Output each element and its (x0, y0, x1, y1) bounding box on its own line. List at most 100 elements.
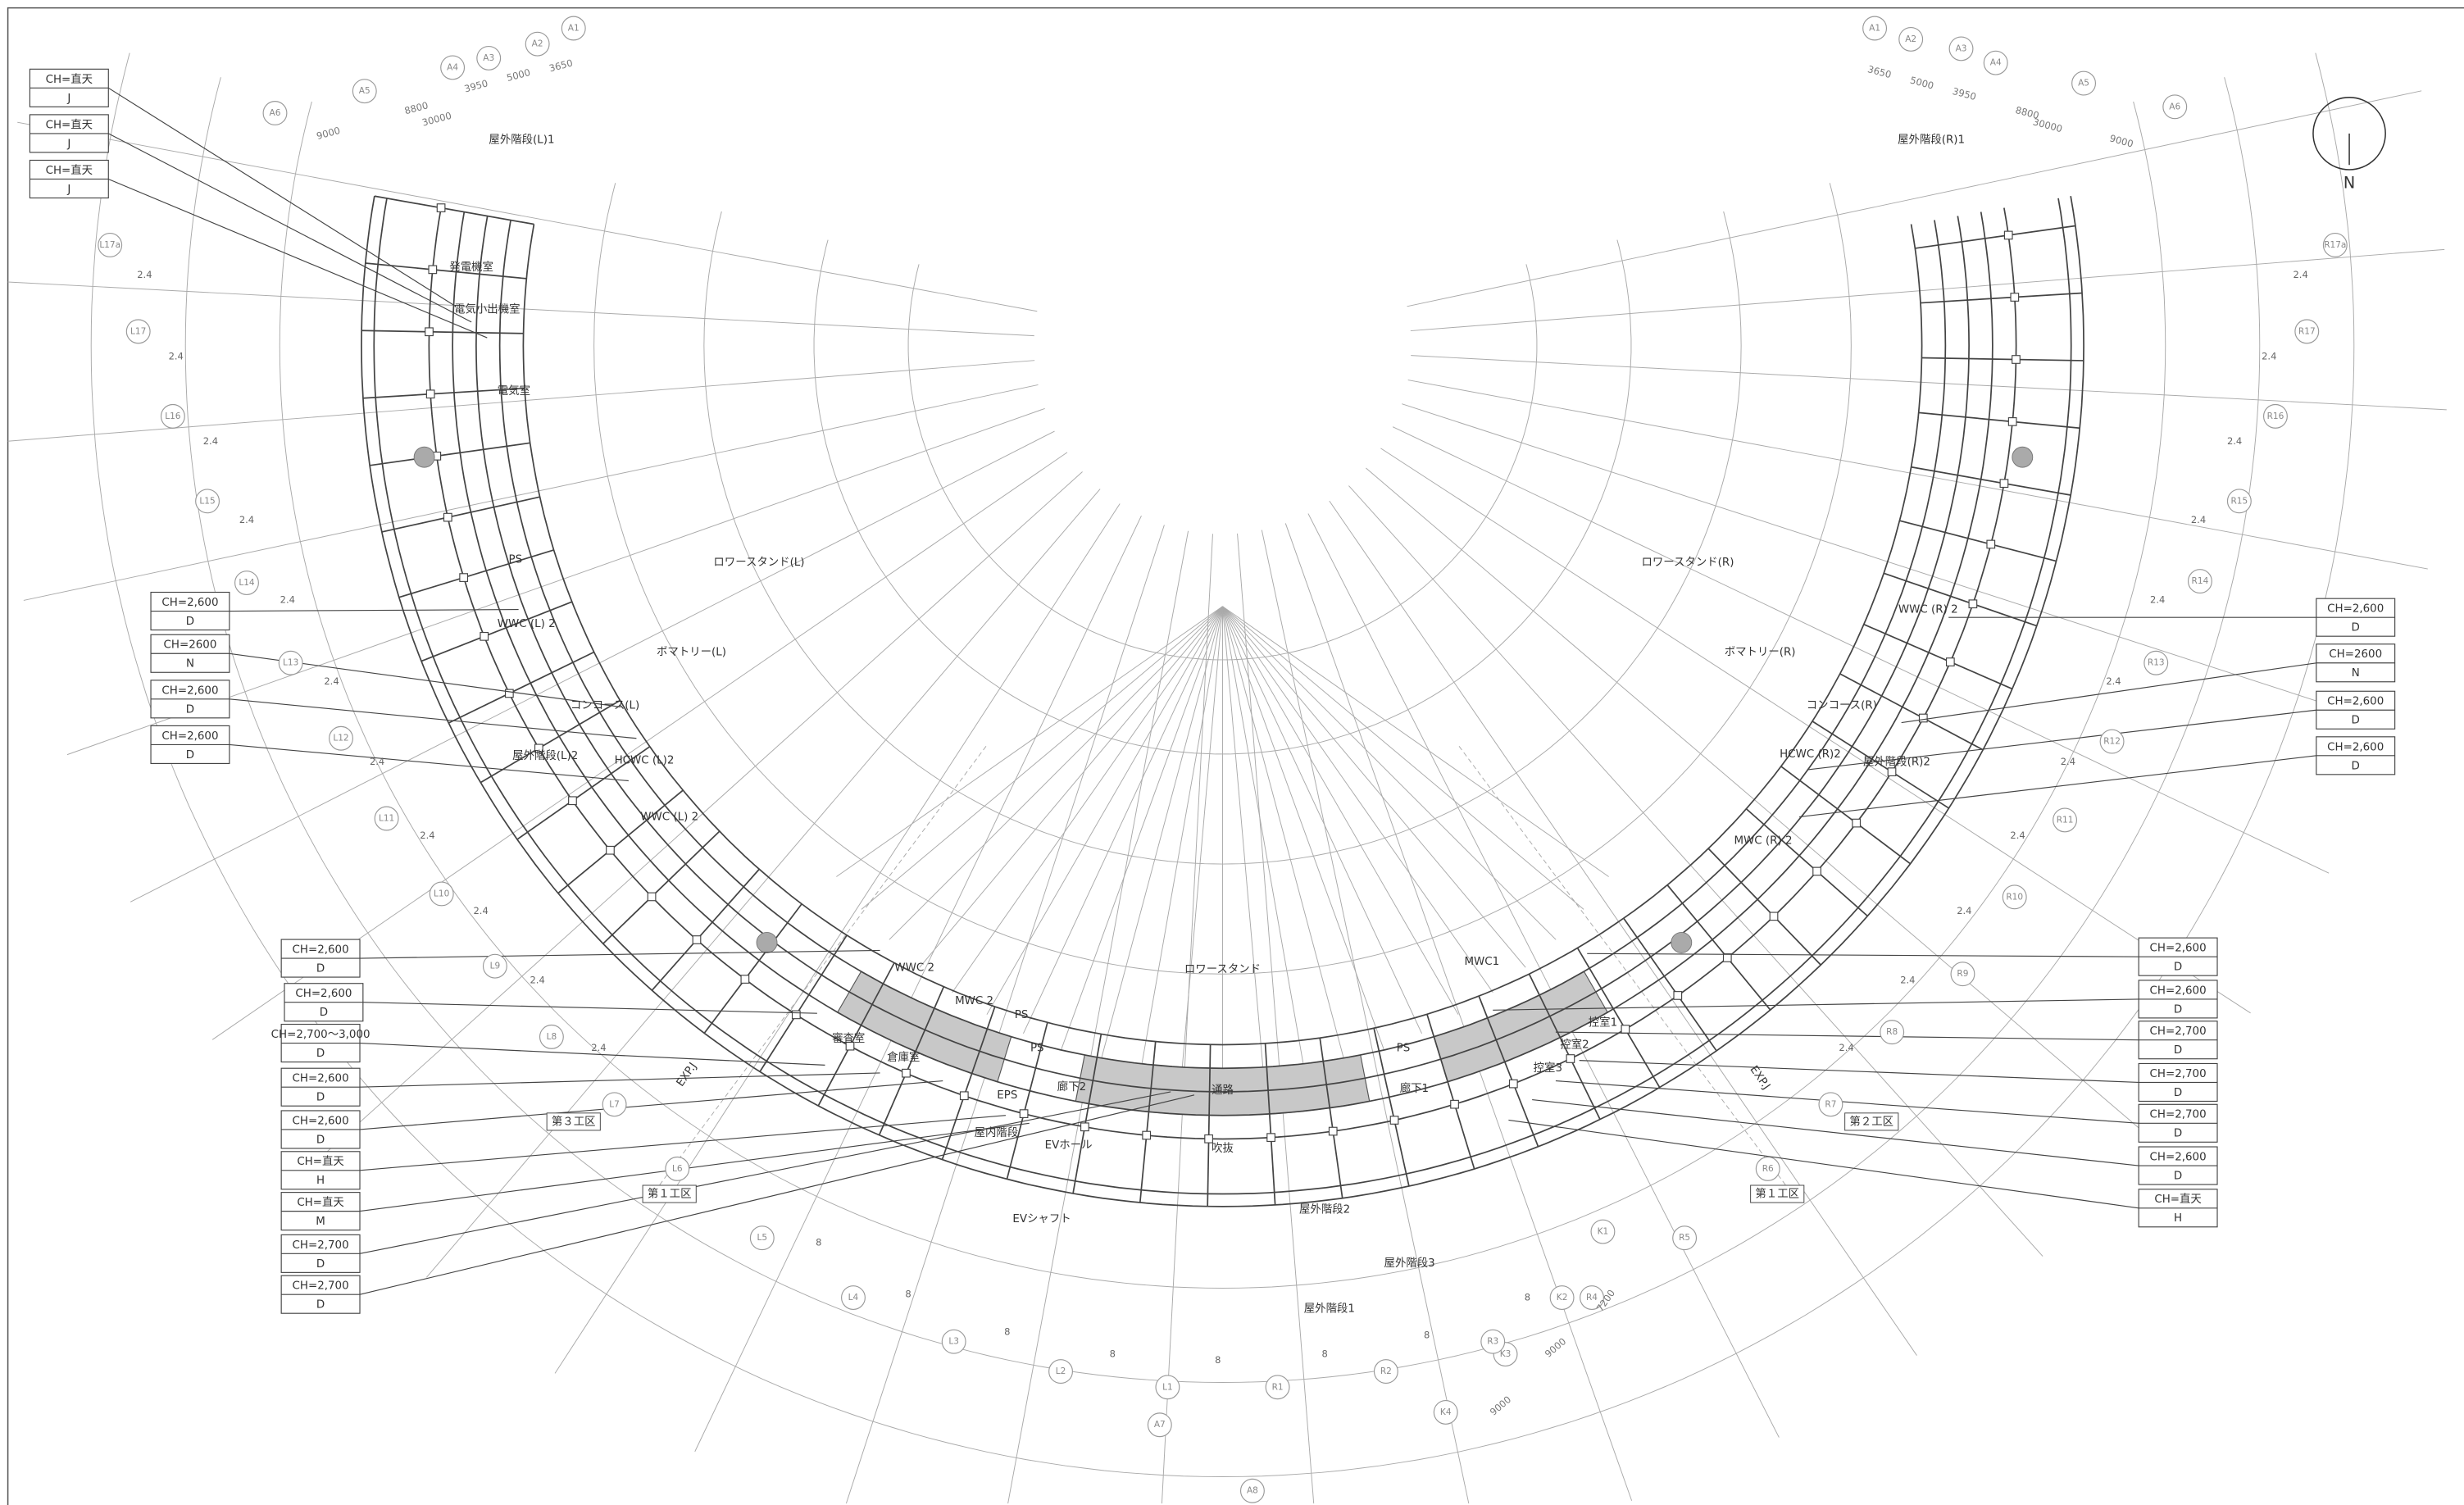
grid-label: R11 (2057, 815, 2074, 825)
grid-bubble (561, 16, 586, 41)
cross-wall (1264, 1043, 1276, 1205)
grid-bubble (329, 725, 353, 751)
grid-bubble (1580, 1285, 1604, 1310)
spacing-label: 2.4 (2150, 594, 2165, 606)
spacing-label: 2.4 (324, 675, 339, 687)
fan-line (1222, 606, 1584, 910)
radial-grid-line (1407, 90, 2422, 307)
cross-wall (1576, 948, 1661, 1088)
cross-wall (1478, 995, 1539, 1148)
room-label: HCWC (L)2 (615, 755, 675, 767)
column (1389, 1116, 1399, 1125)
spacing-label: 2.4 (203, 435, 218, 447)
grid-label: A6 (270, 108, 281, 118)
grid-label: R7 (1825, 1099, 1836, 1109)
grid-label: R8 (1886, 1027, 1898, 1037)
room-label: ボマトリー(R) (1725, 645, 1796, 658)
cross-wall (759, 934, 848, 1072)
leader-line (229, 698, 637, 739)
room-label: 屋外階段(L)1 (489, 134, 554, 147)
grid-label: A7 (1154, 1420, 1166, 1430)
grid-label: L15 (199, 496, 215, 506)
leader-line (108, 178, 488, 339)
grid-bubble (1755, 1156, 1780, 1181)
callout-ceiling: CH=直天 (46, 73, 93, 86)
room-label: 倉庫室 (887, 1050, 920, 1064)
spacing-label: 2.4 (2227, 435, 2242, 447)
grid-bubble (352, 79, 377, 104)
spacing-label: 2.4 (591, 1042, 606, 1053)
callout-code: H (2174, 1212, 2182, 1225)
cross-wall (703, 903, 802, 1034)
callout-ceiling: CH=2,600 (293, 1073, 349, 1085)
grid-bubble (2053, 807, 2078, 833)
grid-label: L4 (848, 1293, 859, 1303)
callout-ceiling: CH=2,700 (2150, 1068, 2207, 1080)
grid-bubble (278, 650, 303, 675)
spacing-label: 8 (1321, 1348, 1327, 1360)
zone-box (1844, 1112, 1899, 1131)
leader-line (107, 87, 457, 307)
grid-label: L1 (1162, 1382, 1173, 1392)
room-label: 屋外階段(R)1 (1898, 134, 1965, 147)
column (1999, 479, 2009, 489)
room-label: HCWC (R)2 (1780, 748, 1841, 761)
wall-line (373, 198, 2072, 1195)
callout-ceiling: CH=2,700～3,000 (271, 1029, 371, 1041)
grid-bubble (2187, 569, 2212, 594)
cross-wall (1373, 1028, 1410, 1187)
grid-label: R3 (1487, 1337, 1498, 1347)
zone-box (642, 1184, 697, 1203)
grid-label: A3 (483, 53, 494, 63)
cross-wall (1745, 808, 1868, 917)
cross-wall (1920, 292, 2083, 304)
radial-grid-line (845, 525, 1165, 1504)
callout-ceiling: CH=2,600 (2327, 696, 2384, 708)
grid-bubble (602, 1092, 627, 1117)
fan-line (1180, 606, 1223, 1076)
callout-code: D (2174, 1044, 2182, 1057)
grid-bubble (1239, 1478, 1265, 1503)
room-label: WWC 2 (894, 962, 934, 975)
grid-bubble (2071, 70, 2097, 96)
callout-code: J (66, 93, 70, 105)
callout-ceiling: CH=直天 (46, 164, 93, 177)
grid-bubble (1048, 1359, 1073, 1385)
cross-wall (1707, 848, 1821, 966)
room-label: 控室2 (1560, 1037, 1589, 1051)
column (902, 1068, 911, 1078)
column (459, 573, 469, 582)
wall-line (522, 224, 1923, 1046)
callout-code: D (2174, 1087, 2182, 1099)
fan-line (986, 606, 1223, 1015)
cross-wall (1911, 466, 2071, 496)
callout-ceiling: CH=2,700 (293, 1280, 349, 1293)
grid-bubble (440, 55, 466, 80)
room-label: EPS (997, 1089, 1017, 1102)
leader-line (360, 949, 880, 959)
zone-box (1750, 1184, 1805, 1203)
grid-label: L3 (948, 1337, 959, 1347)
grid-label: A2 (532, 39, 543, 49)
grid-bubble (1147, 1412, 1172, 1438)
grid-bubble (1818, 1092, 1843, 1117)
callout-code: D (2352, 760, 2360, 772)
grid-label: R1 (1272, 1382, 1284, 1392)
callout-ceiling: CH=2,600 (2150, 984, 2207, 997)
spacing-label: 2.4 (530, 974, 544, 985)
radial-grid-line (1407, 380, 2428, 570)
column (1328, 1126, 1338, 1136)
cross-wall (374, 195, 534, 225)
spacing-label: 8 (905, 1289, 911, 1300)
cross-wall (651, 868, 760, 991)
grid-label: A2 (1905, 34, 1916, 44)
grid-bubble (2143, 650, 2169, 675)
room-label: ロワースタンド(R) (1641, 556, 1734, 569)
grid-bubble (234, 571, 259, 595)
cross-wall (557, 789, 684, 894)
cross-wall (817, 962, 895, 1107)
cross-wall (361, 330, 524, 334)
cross-wall (398, 549, 554, 598)
cross-wall (1899, 520, 2057, 562)
